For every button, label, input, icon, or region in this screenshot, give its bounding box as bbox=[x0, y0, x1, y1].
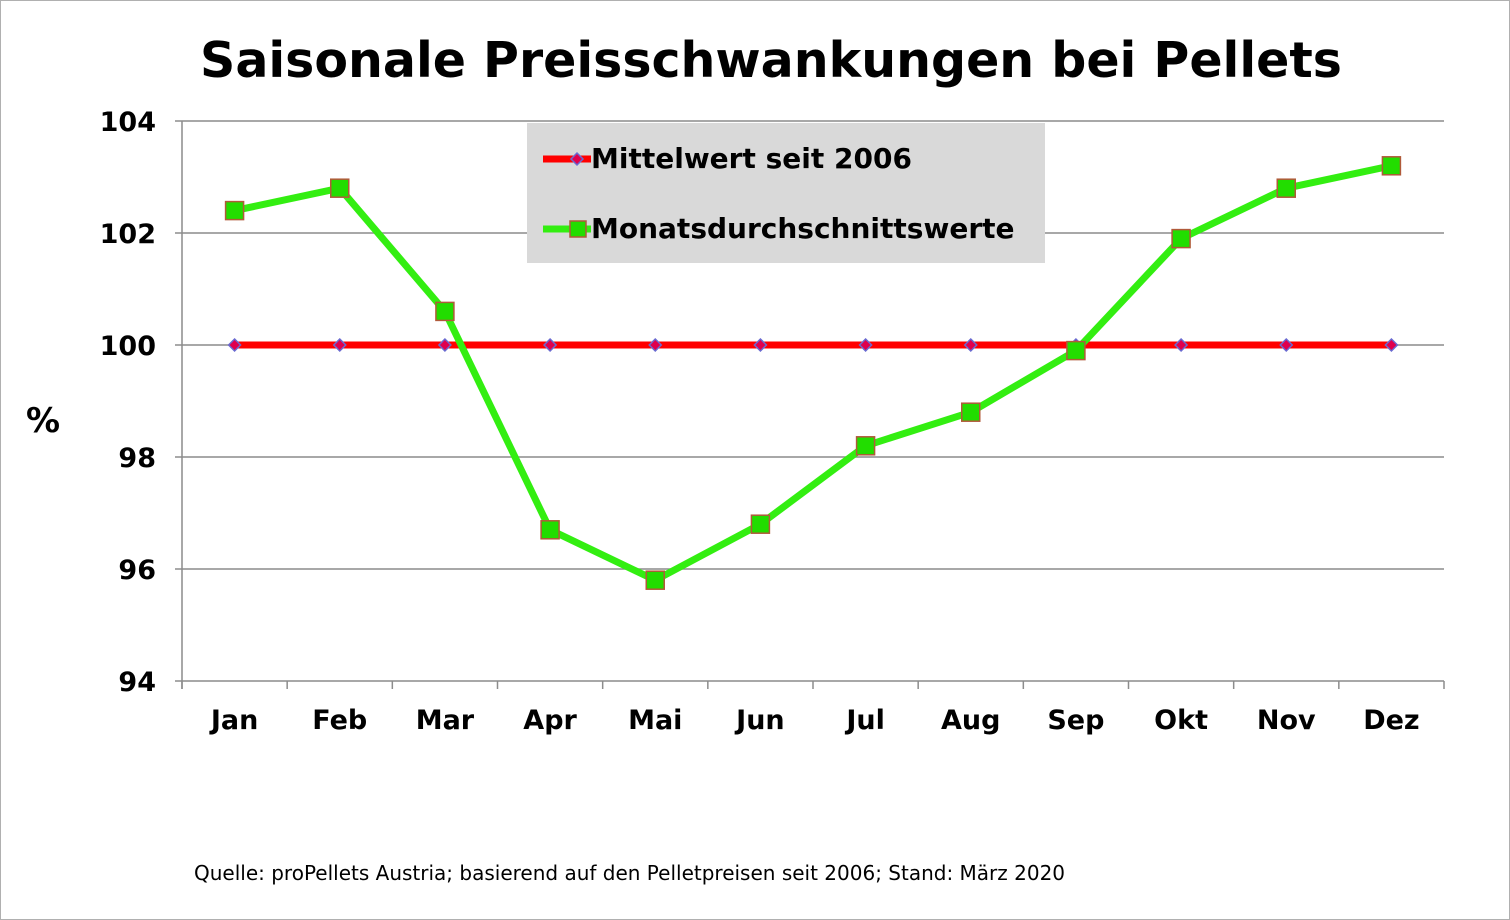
x-tick-label-feb: Feb bbox=[312, 705, 367, 736]
x-tick-label-jan: Jan bbox=[209, 705, 259, 736]
marker-monat-dez bbox=[1381, 156, 1402, 176]
x-tick-label-dez: Dez bbox=[1363, 705, 1419, 736]
marker-monat-mai bbox=[645, 570, 665, 590]
legend: Mittelwert seit 2006 Monatsdurchschnitts… bbox=[527, 123, 1045, 263]
marker-monat-nov bbox=[1276, 178, 1296, 198]
y-tick-label-102: 102 bbox=[100, 219, 156, 250]
x-tick-label-jun: Jun bbox=[734, 705, 785, 736]
series-lines bbox=[233, 162, 1393, 584]
marker-mittelwert-feb bbox=[332, 337, 347, 353]
marker-monat-aug bbox=[961, 402, 981, 422]
marker-monat-okt bbox=[1171, 228, 1191, 249]
marker-monat-jun bbox=[750, 514, 771, 534]
x-tick-label-okt: Okt bbox=[1154, 705, 1208, 736]
marker-monat-apr bbox=[540, 520, 560, 540]
x-tick-label-apr: Apr bbox=[523, 705, 577, 736]
source-note: Quelle: proPellets Austria; basierend au… bbox=[194, 861, 1066, 885]
x-tick-label-aug: Aug bbox=[941, 705, 1000, 736]
y-tick-label-96: 96 bbox=[118, 555, 156, 586]
series-line-1 bbox=[233, 162, 1393, 584]
x-tick-label-nov: Nov bbox=[1257, 705, 1316, 736]
y-axis-label: % bbox=[26, 401, 61, 441]
marker-mittelwert-mar bbox=[437, 337, 452, 353]
x-tick-label-sep: Sep bbox=[1047, 705, 1104, 736]
x-tick-label-mai: Mai bbox=[628, 705, 682, 736]
marker-mittelwert-mai bbox=[648, 337, 663, 353]
y-tick-label-100: 100 bbox=[100, 331, 156, 362]
marker-mittelwert-aug bbox=[963, 337, 978, 353]
y-tick-labels: 94 96 98 100 102 104 bbox=[100, 107, 156, 698]
marker-mittelwert-apr bbox=[543, 337, 558, 353]
marker-monat-jul bbox=[855, 436, 876, 456]
y-tick-label-104: 104 bbox=[100, 107, 156, 138]
marker-monat-feb bbox=[330, 178, 350, 198]
marker-mittelwert-jan bbox=[227, 337, 242, 353]
y-tick-label-94: 94 bbox=[118, 667, 156, 698]
legend-swatch-monatsdurchschnitt bbox=[543, 220, 591, 238]
marker-monat-mar bbox=[435, 301, 455, 322]
legend-label-mittelwert: Mittelwert seit 2006 bbox=[591, 142, 912, 175]
x-tick-label-mar: Mar bbox=[416, 705, 475, 736]
axes bbox=[175, 120, 1445, 689]
marker-monat-jan bbox=[224, 200, 245, 221]
series-markers bbox=[224, 156, 1402, 590]
chart-title: Saisonale Preisschwankungen bei Pellets bbox=[200, 32, 1342, 89]
legend-label-monatsdurchschnitt: Monatsdurchschnittswerte bbox=[591, 212, 1015, 245]
marker-mittelwert-okt bbox=[1174, 337, 1189, 353]
marker-mittelwert-jun bbox=[753, 337, 768, 353]
marker-mittelwert-jul bbox=[858, 337, 873, 353]
marker-monat-sep bbox=[1066, 340, 1086, 361]
x-tick-labels: Jan Feb Mar Apr Mai Jun Jul Aug Sep Okt Nov Dez bbox=[209, 705, 1420, 736]
legend-swatch-mittelwert bbox=[543, 151, 591, 167]
y-tick-label-98: 98 bbox=[118, 443, 156, 474]
marker-mittelwert-nov bbox=[1279, 337, 1294, 353]
marker-mittelwert-dez bbox=[1384, 337, 1399, 353]
x-tick-label-jul: Jul bbox=[844, 705, 885, 736]
